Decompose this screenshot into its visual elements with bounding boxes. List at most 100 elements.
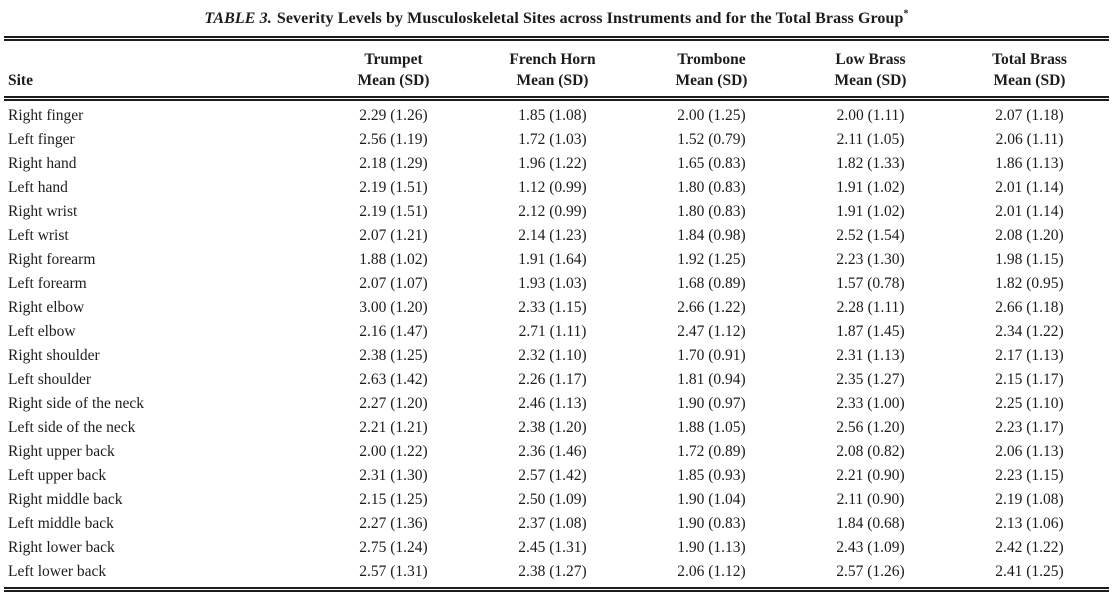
value-cell: 1.84 (0.98) xyxy=(677,227,746,244)
value-cell: 2.01 (1.14) xyxy=(995,203,1064,220)
site-cell: Right side of the neck xyxy=(8,395,145,412)
value-cell: 3.00 (1.20) xyxy=(359,299,428,316)
value-cell: 1.65 (0.83) xyxy=(677,155,746,172)
site-cell: Right finger xyxy=(8,107,84,124)
site-cell: Left wrist xyxy=(8,227,69,244)
value-cell: 2.17 (1.13) xyxy=(995,347,1064,364)
value-cell: 2.38 (1.27) xyxy=(518,563,587,580)
value-cell: 2.23 (1.15) xyxy=(995,467,1064,484)
column-header-trumpet: Trumpet Mean (SD) xyxy=(314,38,473,101)
value-cell: 2.14 (1.23) xyxy=(518,227,587,244)
value-cell: 1.80 (0.83) xyxy=(677,203,746,220)
value-cell: 2.33 (1.15) xyxy=(518,299,587,316)
site-cell: Left elbow xyxy=(8,323,76,340)
value-cell: 1.92 (1.25) xyxy=(677,251,746,268)
value-cell: 2.50 (1.09) xyxy=(518,491,587,508)
value-cell: 1.90 (1.04) xyxy=(677,491,746,508)
table-row: Right hand 2.18 (1.29) 1.96 (1.22) 1.65 (0.… xyxy=(4,152,1109,176)
table-row: Left shoulder 2.63 (1.42) 2.26 (1.17) 1.81 … xyxy=(4,368,1109,392)
value-cell: 2.12 (0.99) xyxy=(518,203,587,220)
value-cell: 2.08 (0.82) xyxy=(836,443,905,460)
table-row: Right shoulder 2.38 (1.25) 2.32 (1.10) 1.70… xyxy=(4,344,1109,368)
value-cell: 2.00 (1.11) xyxy=(836,107,905,124)
table-row: Left finger 2.56 (1.19) 1.72 (1.03) 1.52 (0… xyxy=(4,128,1109,152)
value-cell: 2.47 (1.12) xyxy=(677,323,746,340)
value-cell: 2.07 (1.07) xyxy=(359,275,428,292)
column-header-low-brass: Low Brass Mean (SD) xyxy=(791,38,950,101)
value-cell: 2.46 (1.13) xyxy=(518,395,587,412)
value-cell: 2.41 (1.25) xyxy=(995,563,1064,580)
column-header-french-horn: French Horn Mean (SD) xyxy=(473,38,632,101)
column-header-name: Low Brass xyxy=(835,51,906,68)
value-cell: 1.82 (0.95) xyxy=(995,275,1064,292)
site-cell: Right lower back xyxy=(8,539,115,556)
table-row: Left hand 2.19 (1.51) 1.12 (0.99) 1.80 (0.8… xyxy=(4,176,1109,200)
table-row: Right upper back 2.00 (1.22) 2.36 (1.46) 1.… xyxy=(4,440,1109,464)
value-cell: 2.07 (1.21) xyxy=(359,227,428,244)
value-cell: 2.29 (1.26) xyxy=(359,107,428,124)
column-header-name: Total Brass xyxy=(992,51,1067,68)
table-row: Left forearm 2.07 (1.07) 1.93 (1.03) 1.68 (… xyxy=(4,272,1109,296)
value-cell: 2.19 (1.08) xyxy=(995,491,1064,508)
value-cell: 2.33 (1.00) xyxy=(836,395,905,412)
column-header-name: Trumpet xyxy=(364,51,423,68)
value-cell: 2.00 (1.25) xyxy=(677,107,746,124)
value-cell: 1.12 (0.99) xyxy=(518,179,587,196)
value-cell: 2.11 (1.05) xyxy=(836,131,905,148)
value-cell: 2.56 (1.20) xyxy=(836,419,905,436)
table-row: Right forearm 1.88 (1.02) 1.91 (1.64) 1.92 … xyxy=(4,248,1109,272)
table-title-text: Severity Levels by Musculoskeletal Sites… xyxy=(276,10,904,27)
value-cell: 2.19 (1.51) xyxy=(359,203,428,220)
value-cell: 2.21 (0.90) xyxy=(836,467,905,484)
value-cell: 2.25 (1.10) xyxy=(995,395,1064,412)
value-cell: 2.01 (1.14) xyxy=(995,179,1064,196)
value-cell: 2.31 (1.30) xyxy=(359,467,428,484)
site-cell: Left shoulder xyxy=(8,371,92,388)
value-cell: 2.11 (0.90) xyxy=(836,491,905,508)
value-cell: 2.23 (1.17) xyxy=(995,419,1064,436)
value-cell: 2.23 (1.30) xyxy=(836,251,905,268)
value-cell: 2.57 (1.31) xyxy=(359,563,428,580)
value-cell: 2.36 (1.46) xyxy=(518,443,587,460)
value-cell: 2.66 (1.18) xyxy=(995,299,1064,316)
value-cell: 1.57 (0.78) xyxy=(836,275,905,292)
table-body: Right finger 2.29 (1.26) 1.85 (1.08) 2.00 (… xyxy=(4,99,1109,590)
table-row: Right lower back 2.75 (1.24) 2.45 (1.31) 1.… xyxy=(4,536,1109,560)
value-cell: 2.15 (1.25) xyxy=(359,491,428,508)
value-cell: 1.72 (0.89) xyxy=(677,443,746,460)
value-cell: 1.82 (1.33) xyxy=(836,155,905,172)
value-cell: 2.27 (1.20) xyxy=(359,395,428,412)
column-header-sub: Mean (SD) xyxy=(675,72,748,89)
value-cell: 1.80 (0.83) xyxy=(677,179,746,196)
table-row: Left upper back 2.31 (1.30) 2.57 (1.42) 1.8… xyxy=(4,464,1109,488)
value-cell: 1.52 (0.79) xyxy=(677,131,746,148)
table-number-label: TABLE 3. xyxy=(204,10,272,27)
site-cell: Left upper back xyxy=(8,467,107,484)
value-cell: 1.88 (1.05) xyxy=(677,419,746,436)
table-row: Left wrist 2.07 (1.21) 2.14 (1.23) 1.84 (0.… xyxy=(4,224,1109,248)
value-cell: 2.16 (1.47) xyxy=(359,323,428,340)
value-cell: 1.84 (0.68) xyxy=(836,515,905,532)
site-cell: Left finger xyxy=(8,131,75,148)
value-cell: 2.52 (1.54) xyxy=(836,227,905,244)
site-cell: Left lower back xyxy=(8,563,107,580)
value-cell: 2.57 (1.26) xyxy=(836,563,905,580)
site-cell: Right forearm xyxy=(8,251,96,268)
site-cell: Right hand xyxy=(8,155,77,172)
value-cell: 1.91 (1.02) xyxy=(836,179,905,196)
value-cell: 2.06 (1.13) xyxy=(995,443,1064,460)
table-row: Right finger 2.29 (1.26) 1.85 (1.08) 2.00 (… xyxy=(4,99,1109,129)
value-cell: 1.96 (1.22) xyxy=(518,155,587,172)
value-cell: 2.32 (1.10) xyxy=(518,347,587,364)
site-cell: Left forearm xyxy=(8,275,87,292)
value-cell: 1.81 (0.94) xyxy=(677,371,746,388)
site-cell: Left hand xyxy=(8,179,68,196)
column-header-trombone: Trombone Mean (SD) xyxy=(632,38,791,101)
value-cell: 1.93 (1.03) xyxy=(518,275,587,292)
value-cell: 2.06 (1.11) xyxy=(995,131,1064,148)
value-cell: 2.13 (1.06) xyxy=(995,515,1064,532)
table-row: Right side of the neck 2.27 (1.20) 2.46 (1… xyxy=(4,392,1109,416)
table-row: Left side of the neck 2.21 (1.21) 2.38 (1.… xyxy=(4,416,1109,440)
value-cell: 2.27 (1.36) xyxy=(359,515,428,532)
